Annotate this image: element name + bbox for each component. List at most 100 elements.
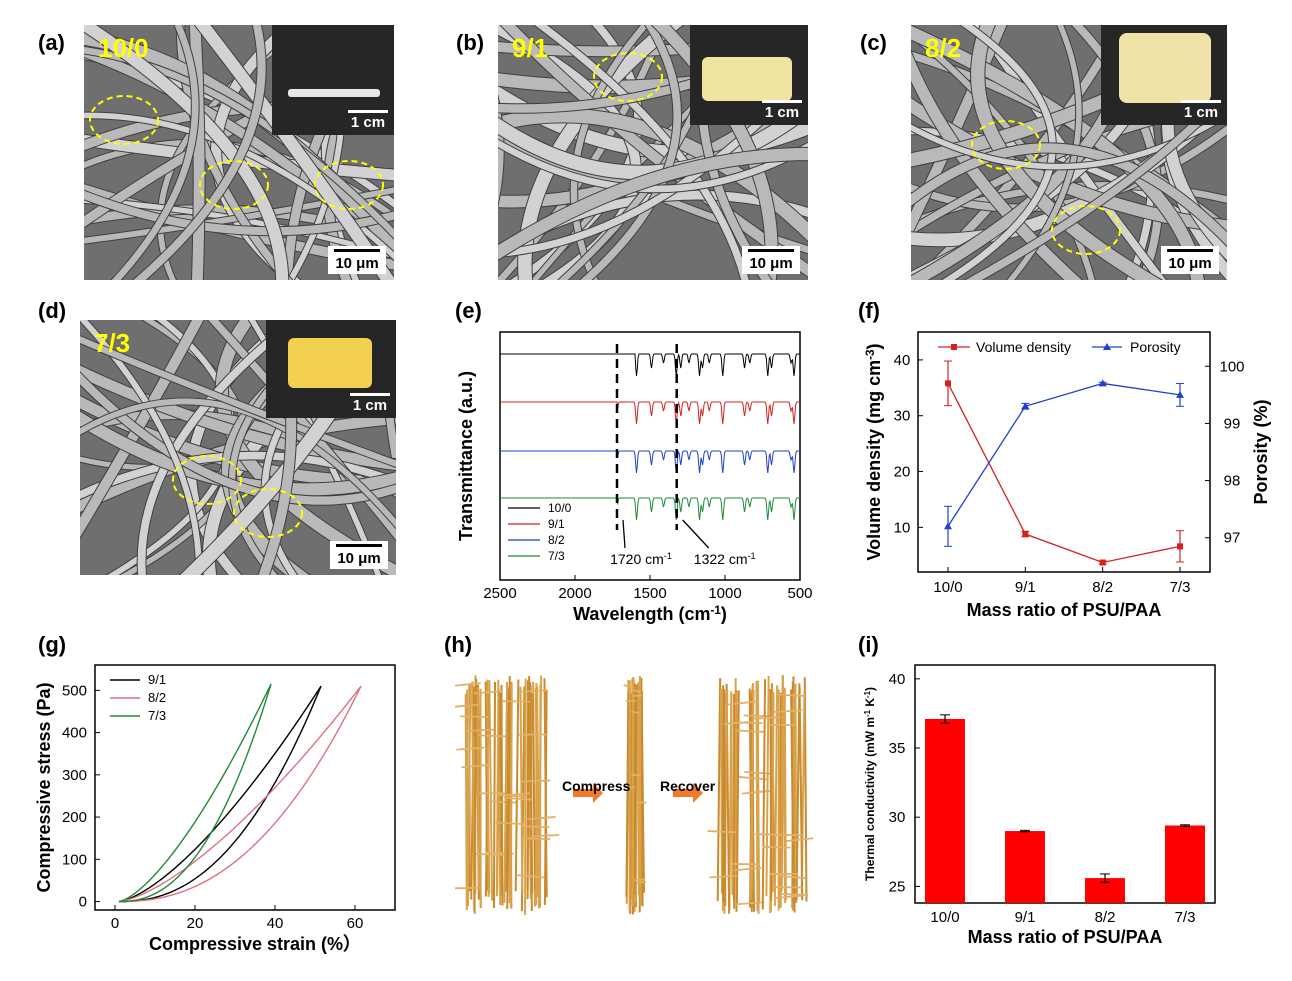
y-axis-label: Compressive stress (Pa): [34, 682, 54, 892]
panel-i-label: (i): [858, 632, 879, 657]
fiber-strand: [734, 692, 738, 891]
tick-label: 20: [894, 464, 911, 481]
highlight-ellipse: [314, 160, 384, 210]
fiber-strand: [476, 687, 480, 891]
fiber-strand: [543, 678, 548, 898]
fiber: [911, 125, 1227, 212]
sem-image-c: 8/2 1 cm 10 μm: [911, 25, 1227, 280]
plot-frame: [94, 664, 396, 911]
tick-label: 20: [187, 915, 204, 932]
legend-label: 8/2: [148, 690, 166, 705]
fiber-strand: [503, 797, 532, 801]
unloading-curve: [118, 685, 322, 903]
spectrum-8-2: [500, 450, 800, 474]
fiber-stack: [495, 675, 560, 915]
tick-label: 98: [1224, 473, 1241, 490]
highlight-ellipse: [233, 488, 303, 538]
fiber-strand: [753, 716, 782, 720]
highlight-ellipse: [172, 455, 242, 505]
panel-h-label: (h): [444, 632, 473, 657]
ratio-label: 10/0: [98, 33, 149, 63]
fiber-strand: [727, 700, 756, 706]
annotation-arrow: [682, 519, 710, 549]
tick-label: 40: [267, 915, 284, 932]
tick-label: 100: [1219, 358, 1244, 375]
fiber-strand: [634, 683, 639, 902]
unloading-curve: [118, 685, 362, 903]
y-axis-label: Transmittance (a.u.): [456, 371, 476, 541]
tick-label: 1000: [708, 585, 741, 602]
fiber-strand: [522, 837, 551, 840]
fiber-strand: [779, 676, 784, 909]
ftir-svg: 2500 2000 1500 1000 500 Wavelength (cm-1) Tran…: [456, 331, 813, 625]
spectrum-10-0: [500, 353, 800, 377]
fiber-strand: [531, 834, 560, 838]
fiber-strand: [734, 721, 763, 724]
bar-9-1: [1005, 831, 1045, 903]
highlight-ellipse: [971, 120, 1041, 170]
fiber: [111, 25, 199, 280]
fiber-strand: [765, 676, 770, 897]
fiber: [84, 46, 394, 239]
fiber-strand: [466, 683, 472, 901]
fiber-strand: [464, 693, 468, 911]
inset-scale-bar: 1 cm: [1181, 100, 1221, 121]
annotation-label: 1322 cm-1: [694, 551, 756, 567]
thermal-conductivity-svg: 25 30 35 40 10/0 9/1 8/2 7/3 Mass ratio of PSU/P…: [863, 664, 1216, 947]
fiber: [80, 398, 396, 528]
scale-bar: 10 μm: [1161, 246, 1219, 274]
fiber-strand: [476, 853, 505, 856]
recover-arrow: [673, 783, 703, 803]
data-point: [945, 380, 951, 387]
tick-label: 99: [1224, 415, 1241, 432]
fiber: [208, 320, 396, 540]
highlight-ellipse: [89, 95, 159, 145]
ratio-label: 9/1: [512, 33, 549, 63]
inset-scale-bar: 1 cm: [762, 100, 802, 121]
fiber-strand: [783, 687, 787, 901]
tick-label: 0: [111, 915, 119, 932]
fiber-strand: [709, 874, 738, 879]
y-axis-label-right: Porosity (%): [1251, 399, 1271, 504]
fiber: [580, 25, 681, 280]
fiber-strand: [460, 715, 489, 718]
tick-label: 200: [62, 809, 87, 826]
inset-photo: 1 cm: [690, 25, 808, 125]
fiber-strand: [771, 694, 775, 892]
tick-label: 35: [889, 740, 906, 757]
fiber: [84, 25, 289, 280]
legend-label: 10/0: [548, 501, 572, 515]
fiber-strand: [773, 685, 779, 907]
fiber-strand: [504, 688, 510, 892]
x-axis-label: Wavelength (cm-1): [573, 604, 727, 625]
legend-marker: [1103, 343, 1111, 350]
fiber-strand: [465, 728, 494, 732]
fiber-strand: [795, 683, 801, 901]
x-axis-label: Compressive strain (%）: [149, 934, 361, 954]
fiber-strand: [486, 679, 490, 897]
fiber-strand: [521, 825, 550, 829]
fiber-strand: [798, 686, 804, 901]
fiber-strand: [719, 688, 724, 894]
bar-10-0: [925, 718, 965, 903]
compression-chart: 0 20 40 60 0 100 200 300 400 500 Compressive strai…: [30, 650, 410, 960]
fiber-strand: [716, 678, 722, 902]
legend-label: Volume density: [976, 339, 1071, 355]
inset-photo: 1 cm: [266, 320, 396, 418]
series-line: [947, 383, 1181, 564]
fiber-strand: [631, 677, 635, 907]
thermal-conductivity-chart: 25 30 35 40 10/0 9/1 8/2 7/3 Mass ratio of PSU/P…: [860, 650, 1260, 965]
data-point: [1022, 531, 1029, 538]
tick-label: 0: [79, 894, 87, 911]
recover-label: Recover: [660, 778, 716, 794]
legend-label: 9/1: [148, 672, 166, 687]
bar-7-3: [1165, 825, 1205, 903]
fiber-strand: [506, 693, 512, 909]
tick-label: 100: [62, 851, 87, 868]
ratio-label: 8/2: [925, 33, 962, 63]
fiber-strand: [773, 894, 802, 900]
fiber-strand: [785, 837, 814, 843]
loading-curve: [118, 685, 362, 903]
ratio-label: 7/3: [94, 328, 131, 358]
tick-label: 30: [894, 408, 911, 425]
